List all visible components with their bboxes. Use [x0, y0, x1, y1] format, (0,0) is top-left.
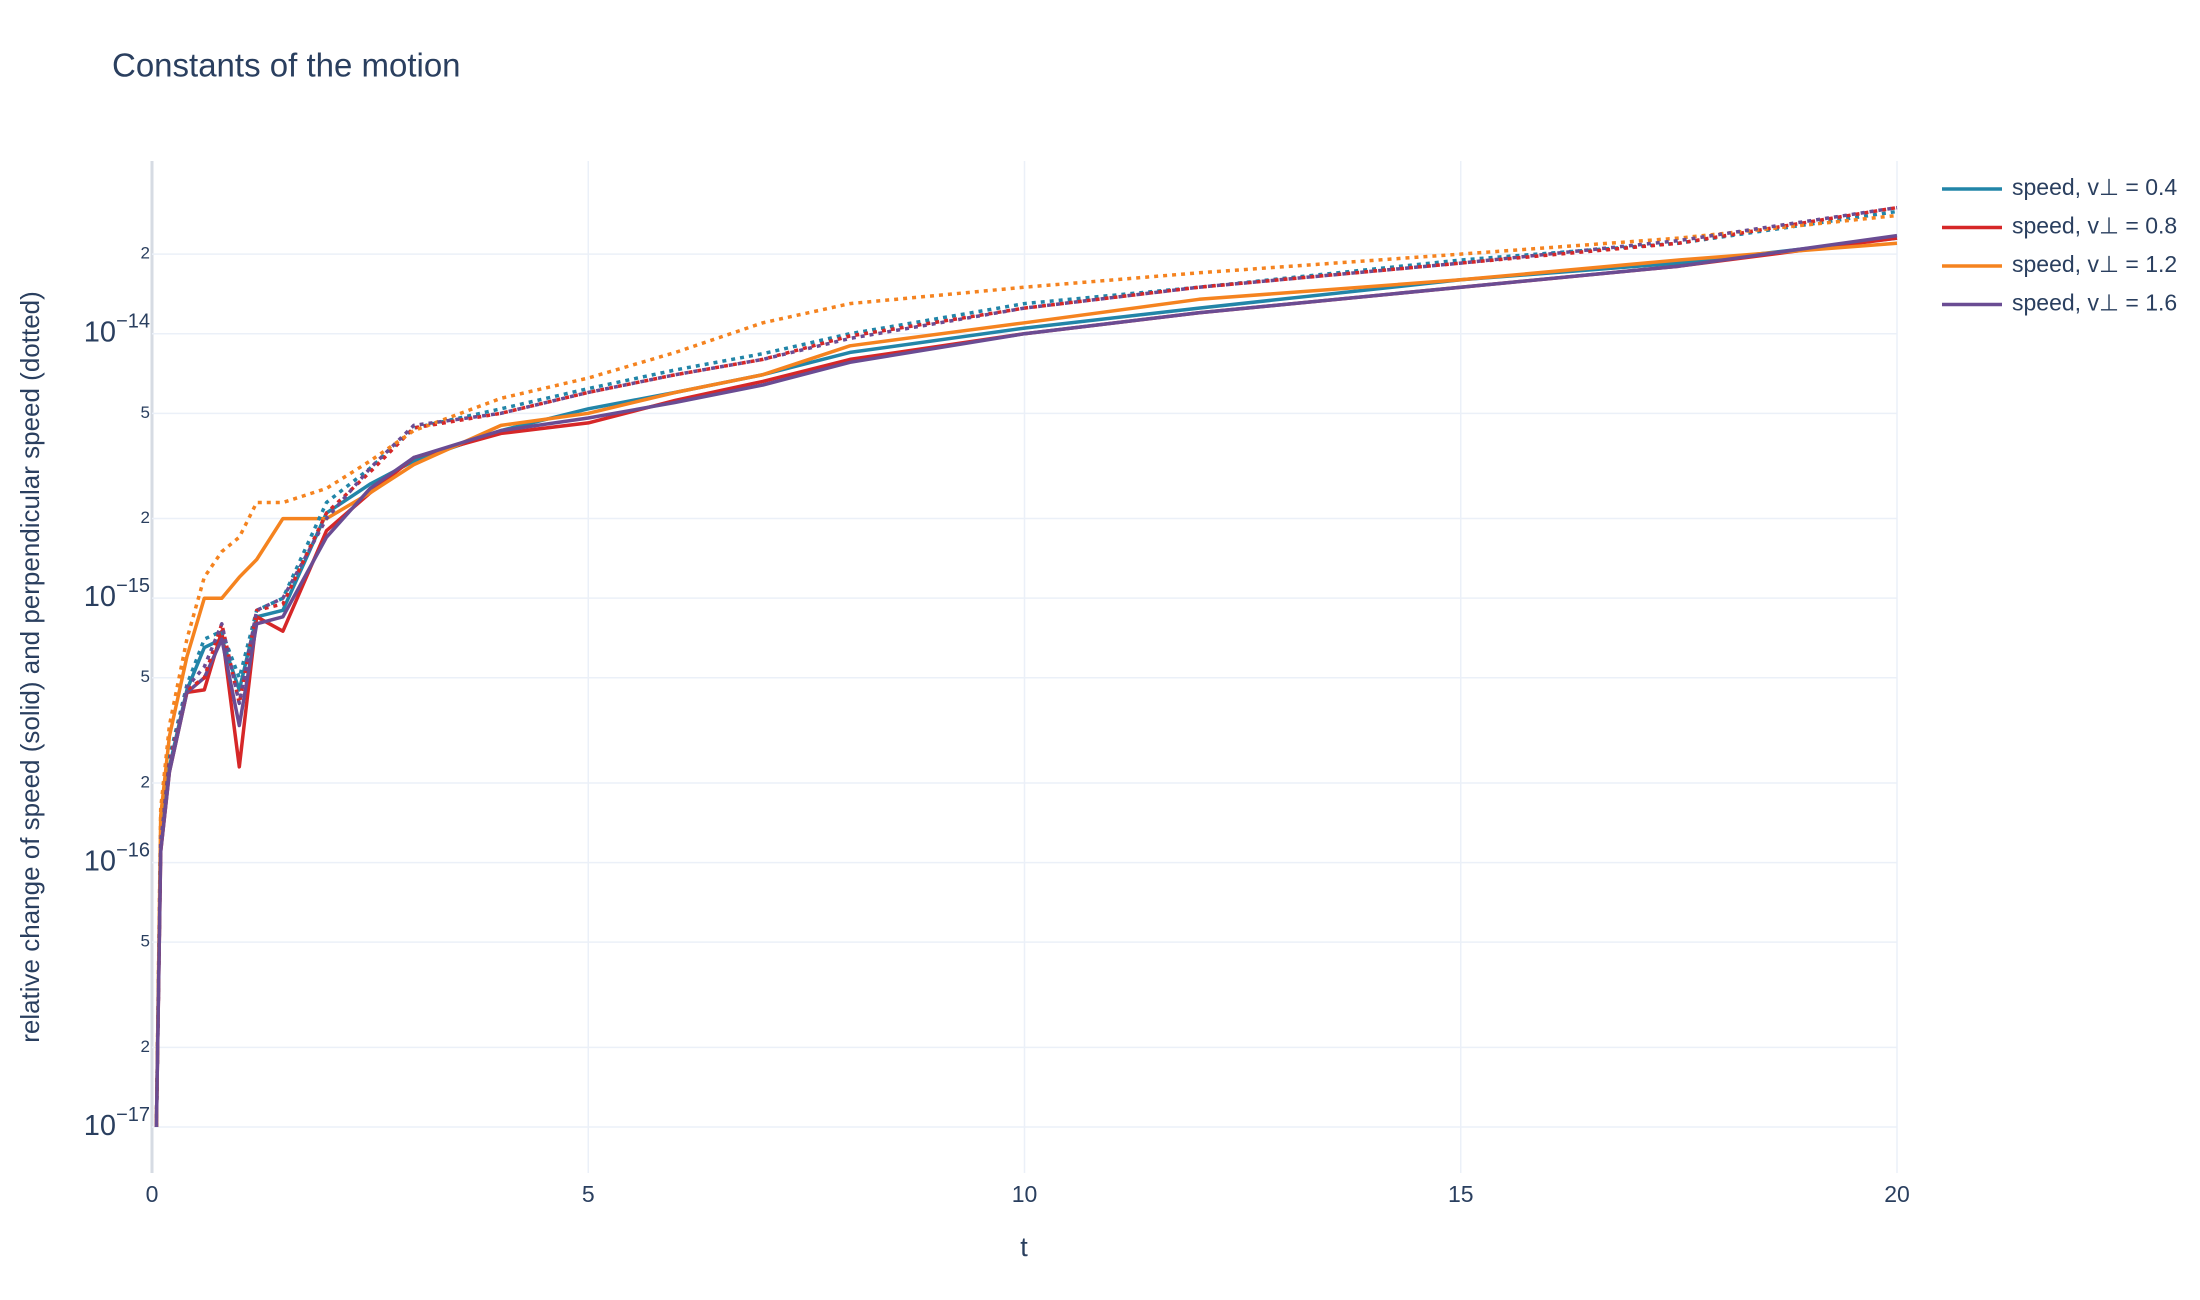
y-tick-label: 10−17: [84, 1104, 150, 1141]
y-tick-exponent: −16: [116, 840, 150, 862]
y-tick-label: 2: [141, 772, 150, 791]
y-tick-exponent: −17: [116, 1104, 150, 1126]
y-tick-label: 10−15: [84, 575, 150, 612]
legend-label: speed, v⊥ = 1.6: [2012, 290, 2177, 316]
series-line: [154, 236, 1898, 1128]
series-line: [154, 233, 1898, 1128]
y-tick-base: 10: [84, 316, 116, 348]
y-tick-label: 2: [141, 1037, 150, 1056]
y-tick-base: 10: [84, 581, 116, 613]
y-tick-exponent: −15: [116, 575, 150, 597]
legend-label: speed, v⊥ = 1.2: [2012, 251, 2177, 277]
series-line: [154, 205, 1898, 1128]
y-tick-base: 10: [84, 845, 116, 877]
legend-label: speed, v⊥ = 0.4: [2012, 174, 2177, 200]
y-tick-label: 5: [141, 403, 150, 422]
series-line: [154, 205, 1898, 1128]
y-tick-label: 2: [141, 244, 150, 263]
chart-title: Constants of the motion: [112, 47, 461, 84]
series-line: [154, 236, 1898, 1128]
y-tick-base: 10: [84, 1110, 116, 1142]
x-tick-label: 20: [1884, 1181, 1910, 1207]
y-tick-label: 5: [141, 667, 150, 686]
x-tick-label: 15: [1448, 1181, 1474, 1207]
x-tick-label: 0: [146, 1181, 159, 1207]
series-line: [154, 213, 1898, 1128]
y-tick-exponent: −14: [116, 311, 150, 333]
y-axis-title: relative change of speed (solid) and per…: [15, 291, 45, 1043]
legend-label: speed, v⊥ = 0.8: [2012, 213, 2177, 239]
series-line: [154, 241, 1898, 1128]
y-tick-label: 2: [141, 508, 150, 527]
x-tick-label: 10: [1012, 1181, 1038, 1207]
x-axis-title: t: [1020, 1232, 1028, 1262]
x-tick-label: 5: [582, 1181, 595, 1207]
y-tick-label: 10−14: [84, 311, 150, 348]
y-tick-label: 10−16: [84, 840, 150, 877]
series-line: [154, 209, 1898, 1128]
y-tick-label: 5: [141, 932, 150, 951]
